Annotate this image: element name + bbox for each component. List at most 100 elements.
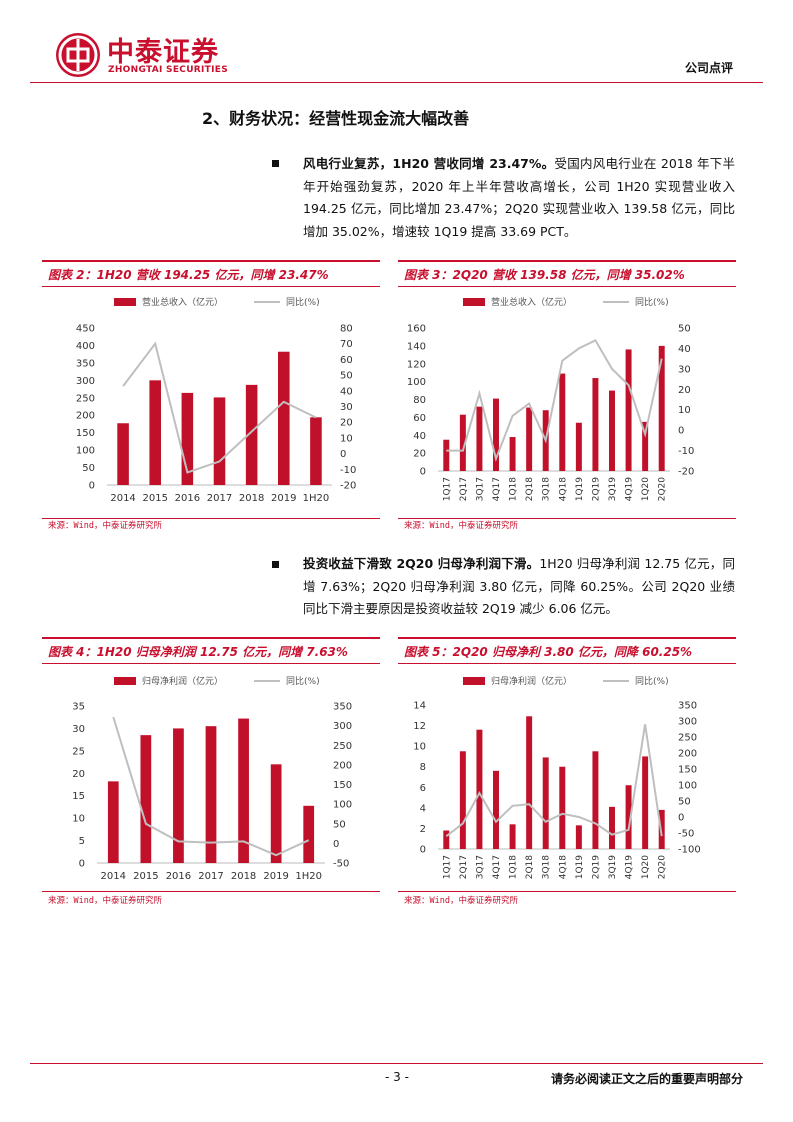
y-right-tick-label: 250 [333, 741, 352, 752]
bar [642, 756, 649, 849]
y-right-tick-label: -20 [340, 481, 356, 492]
x-tick-label: 2018 [231, 871, 256, 882]
y-right-tick-label: 0 [678, 426, 684, 437]
bar [278, 351, 290, 485]
company-name-en: ZHONGTAI SECURITIES [108, 65, 228, 75]
y-left-tick-label: 140 [407, 341, 426, 352]
bar [625, 785, 632, 849]
bullet-icon [272, 561, 279, 568]
x-tick-label: 2014 [110, 493, 135, 504]
x-tick-label: 3Q18 [542, 477, 552, 502]
y-right-tick-label: 350 [678, 701, 697, 712]
bar [107, 781, 119, 863]
legend-label-line: 同比(%) [635, 296, 669, 308]
doc-type-label: 公司点评 [684, 61, 733, 75]
y-left-tick-label: 400 [76, 341, 95, 352]
bar [245, 384, 258, 485]
y-left-tick-label: 50 [82, 463, 95, 474]
y-right-tick-label: 300 [333, 721, 352, 732]
yoy-line [122, 341, 317, 474]
x-tick-label: 2Q17 [459, 855, 469, 879]
bar [559, 766, 566, 849]
bar [658, 345, 665, 471]
x-tick-label: 4Q18 [558, 477, 568, 502]
bar [509, 824, 516, 849]
legend-label-bar: 归母净利润（亿元） [491, 675, 572, 687]
legend-swatch-bar [114, 677, 136, 685]
paragraph-revenue: 风电行业复苏，1H20 营收同增 23.47%。受国内风电行业在 2018 年下… [303, 153, 735, 243]
bar [205, 726, 217, 863]
x-tick-label: 2019 [263, 871, 288, 882]
bar [592, 751, 599, 849]
y-left-tick-label: 80 [413, 395, 426, 406]
paragraph-lead: 风电行业复苏，1H20 营收同增 23.47%。 [303, 156, 555, 171]
section-title: 2、财务状况：经营性现金流大幅改善 [202, 109, 470, 128]
x-tick-label: 2Q19 [591, 855, 601, 880]
y-left-tick-label: 100 [76, 446, 95, 457]
yoy-line [112, 716, 310, 857]
company-name-cn: 中泰证券 [107, 37, 219, 68]
legend-label-bar: 营业总收入（亿元） [491, 296, 572, 308]
figure-divider [42, 663, 380, 664]
y-right-tick-label: 30 [340, 402, 353, 413]
x-tick-label: 3Q19 [608, 855, 618, 880]
x-tick-label: 1Q20 [641, 477, 651, 502]
y-right-tick-label: -10 [678, 446, 694, 457]
figure-divider [398, 663, 736, 664]
y-left-tick-label: 0 [79, 859, 85, 870]
x-tick-label: 1Q17 [442, 477, 452, 501]
y-right-tick-label: 40 [678, 344, 691, 355]
bar [658, 809, 665, 849]
y-left-tick-label: 25 [72, 746, 85, 757]
y-right-tick-label: 50 [678, 797, 691, 808]
bar [173, 728, 184, 863]
bar [493, 398, 499, 471]
y-right-tick-label: 100 [678, 781, 697, 792]
legend-swatch-bar [463, 298, 485, 306]
figure-title: 图表 3：2Q20 营收 139.58 亿元，同增 35.02% [404, 268, 685, 282]
y-right-tick-label: -20 [678, 467, 694, 478]
x-tick-label: 3Q19 [608, 477, 618, 502]
y-left-tick-label: 160 [407, 324, 426, 335]
y-left-tick-label: 2 [420, 824, 426, 835]
y-left-tick-label: 300 [76, 376, 95, 387]
x-tick-label: 3Q18 [542, 855, 552, 880]
y-left-tick-label: 100 [407, 377, 426, 388]
x-tick-label: 1Q18 [509, 855, 519, 880]
figure-title: 图表 4：1H20 归母净利润 12.75 亿元，同增 7.63% [48, 645, 348, 659]
bar [443, 439, 450, 471]
x-tick-label: 2017 [207, 493, 232, 504]
bar [575, 825, 582, 849]
bar [526, 716, 533, 849]
bullet-icon [272, 160, 279, 167]
y-right-tick-label: 60 [340, 355, 353, 366]
bar [542, 757, 549, 849]
paragraph-body: 受国内风电行业在 2018 年下半年开始强劲复苏，2020 年上半年营收高增长，… [303, 156, 735, 239]
x-tick-label: 2015 [133, 871, 158, 882]
y-right-tick-label: -50 [333, 859, 349, 870]
x-tick-label: 2Q17 [459, 477, 469, 501]
bar [592, 378, 599, 471]
y-left-tick-label: 0 [89, 481, 95, 492]
figure-divider [42, 286, 380, 287]
bar [213, 397, 226, 485]
y-left-tick-label: 30 [72, 724, 85, 735]
y-right-tick-label: 0 [678, 813, 684, 824]
y-right-tick-label: -50 [678, 829, 694, 840]
y-right-tick-label: 80 [340, 324, 353, 335]
x-tick-label: 2016 [175, 493, 200, 504]
figure-2: 图表 2：1H20 营收 194.25 亿元，同增 23.47% 营业总收入（亿… [42, 260, 380, 519]
y-left-tick-label: 5 [79, 836, 85, 847]
figure-4: 图表 4：1H20 归母净利润 12.75 亿元，同增 7.63% 归母净利润（… [42, 637, 380, 892]
legend-label-bar: 营业总收入（亿元） [142, 296, 223, 308]
y-left-tick-label: 10 [72, 814, 85, 825]
bar [526, 407, 533, 471]
y-left-tick-label: 4 [420, 803, 426, 814]
figure-source: 来源：Wind，中泰证券研究所 [48, 896, 162, 906]
y-right-tick-label: 100 [333, 800, 352, 811]
chart-fig5: 归母净利润（亿元） 同比(%) 0 2 4 6 8 10 12 14 -100 -50 0 50 100 15… [413, 675, 700, 880]
y-right-tick-label: 250 [678, 733, 697, 744]
bar [509, 437, 516, 471]
figure-3: 图表 3：2Q20 营收 139.58 亿元，同增 35.02% 营业总收入（亿… [398, 260, 736, 519]
y-left-tick-label: 6 [420, 783, 426, 794]
